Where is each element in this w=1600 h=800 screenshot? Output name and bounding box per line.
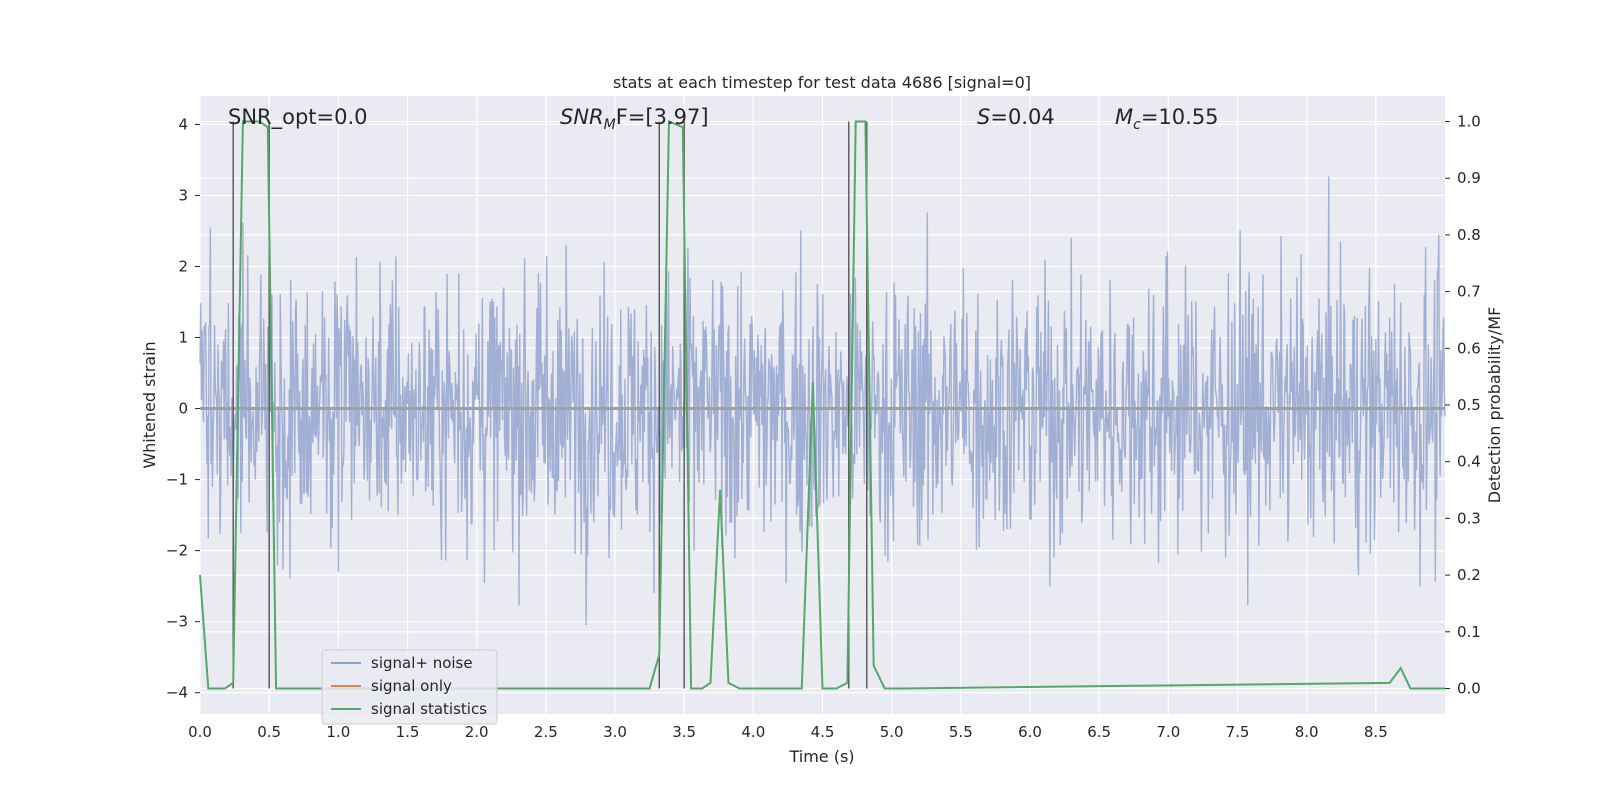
signal-noise-series <box>199 176 1446 626</box>
y-ticks-right: 0.0 0.1 0.2 0.3 0.4 0.5 0.6 0.7 0.8 0.9 1.0 <box>1445 113 1481 697</box>
y-tick-label-left: −1 <box>166 471 188 489</box>
y-tick-label-right: 0.9 <box>1457 169 1481 187</box>
annotation-mc: Mc=10.55 <box>1115 105 1219 133</box>
annotation-s: S=0.04 <box>977 105 1055 129</box>
y-tick-label-right: 0.5 <box>1457 396 1481 414</box>
y-tick-label-left: 4 <box>178 115 188 133</box>
x-tick-label: 8.5 <box>1364 723 1388 741</box>
x-tick-label: 1.5 <box>396 723 420 741</box>
x-tick-label: 3.0 <box>603 723 627 741</box>
annotation-snr-mf-prefix: SNR <box>560 105 604 129</box>
legend-label-signal-noise: signal+ noise <box>371 654 473 672</box>
y-tick-label-left: 0 <box>178 400 188 418</box>
annotation-s-value: =0.04 <box>990 105 1054 129</box>
y-tick-label-right: 0.6 <box>1457 339 1481 357</box>
y-ticks-left: −4 −3 −2 −1 0 1 2 3 4 <box>166 115 200 702</box>
y-tick-label-right: 1.0 <box>1457 113 1481 131</box>
x-tick-label: 6.5 <box>1087 723 1111 741</box>
x-tick-label: 7.5 <box>1226 723 1250 741</box>
x-tick-label: 4.5 <box>811 723 835 741</box>
x-tick-label: 3.5 <box>672 723 696 741</box>
y-tick-label-left: −3 <box>166 613 188 631</box>
signal-statistics-series <box>199 120 1445 690</box>
y-tick-label-left: 1 <box>178 329 188 347</box>
annotation-mc-sub: c <box>1133 117 1141 133</box>
signal-statistics-line <box>199 120 1445 690</box>
x-ticks: 0.0 0.5 1.0 1.5 2.0 2.5 3.0 3.5 4.0 4.5 5.0 5.5 6.0 6… <box>188 723 1388 741</box>
annotation-s-symbol: S <box>977 105 990 129</box>
y-tick-label-right: 0.0 <box>1457 679 1481 697</box>
y-tick-label-left: −2 <box>166 542 188 560</box>
x-tick-label: 4.0 <box>741 723 765 741</box>
annotation-snr-opt: SNR_opt=0.0 <box>228 105 368 130</box>
x-tick-label: 7.0 <box>1156 723 1180 741</box>
annotation-mc-symbol: M <box>1115 105 1133 129</box>
y-axis-label-left: Whitened strain <box>140 341 159 468</box>
x-tick-label: 1.0 <box>326 723 350 741</box>
y-tick-label-right: 0.3 <box>1457 509 1481 527</box>
legend: signal+ noise signal only signal statist… <box>321 649 498 725</box>
x-tick-label: 6.0 <box>1018 723 1042 741</box>
y-tick-label-right: 0.1 <box>1457 623 1481 641</box>
x-tick-label: 0.0 <box>188 723 212 741</box>
legend-box <box>321 649 498 725</box>
y-axis-label-right: Detection probability/MF <box>1485 307 1504 504</box>
y-tick-label-right: 0.7 <box>1457 283 1481 301</box>
x-axis-label: Time (s) <box>788 747 854 766</box>
x-tick-label: 5.0 <box>880 723 904 741</box>
legend-label-signal-only: signal only <box>371 677 452 695</box>
y-tick-label-left: 3 <box>178 186 188 204</box>
y-tick-label-right: 0.8 <box>1457 226 1481 244</box>
x-tick-label: 0.5 <box>257 723 281 741</box>
annotation-snr-mf-sub: M <box>604 117 616 133</box>
signal-noise-line <box>199 176 1446 626</box>
y-tick-label-left: 2 <box>178 257 188 275</box>
x-tick-label: 8.0 <box>1295 723 1319 741</box>
x-tick-label: 2.0 <box>465 723 489 741</box>
chart-title: stats at each timestep for test data 468… <box>613 73 1031 92</box>
grid <box>199 96 1445 714</box>
x-tick-label: 2.5 <box>534 723 558 741</box>
annotation-mc-value: =10.55 <box>1141 105 1219 129</box>
annotation-snr-mf-rest: F=[3.97] <box>616 105 709 129</box>
annotation-snr-mf: SNRMF=[3.97] <box>560 105 709 133</box>
x-tick-label: 5.5 <box>949 723 973 741</box>
y-tick-label-right: 0.4 <box>1457 453 1481 471</box>
legend-label-signal-statistics: signal statistics <box>371 700 487 718</box>
y-tick-label-left: −4 <box>166 684 188 702</box>
y-tick-label-right: 0.2 <box>1457 566 1481 584</box>
